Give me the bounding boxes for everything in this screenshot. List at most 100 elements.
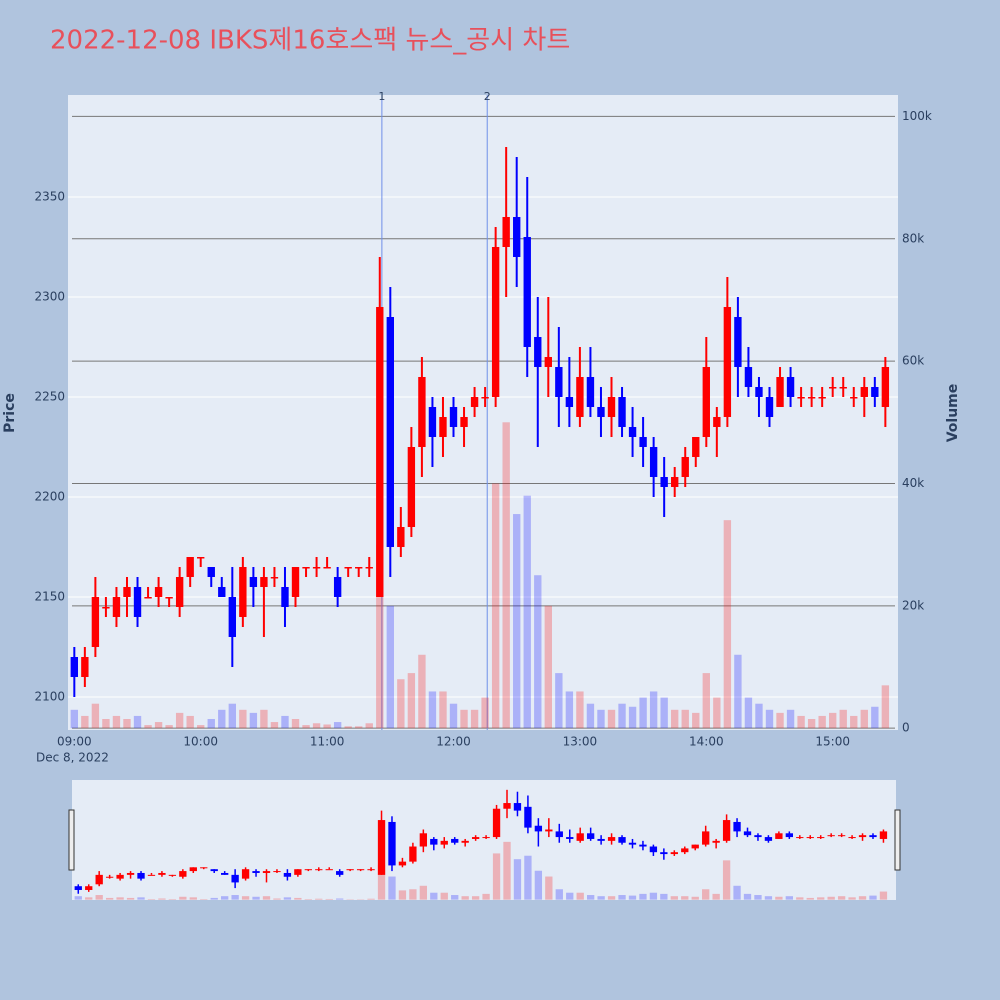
mini-candle-body xyxy=(618,837,626,843)
mini-candle-body xyxy=(95,874,103,885)
mini-volume-bar xyxy=(879,891,888,900)
candle-body xyxy=(649,447,658,477)
candle-body xyxy=(586,377,595,407)
volume-bar xyxy=(439,691,447,729)
mini-candle-body xyxy=(513,803,522,811)
mini-candle-body xyxy=(158,872,166,875)
mini-volume-bar xyxy=(733,885,741,900)
mini-volume-bar xyxy=(492,853,501,900)
candle-body xyxy=(228,597,237,637)
candle-body xyxy=(481,397,489,399)
mini-candle-body xyxy=(524,806,532,828)
volume-bar xyxy=(671,709,679,729)
candle-body xyxy=(660,477,668,487)
volume-bar xyxy=(355,726,363,729)
mini-candle-body xyxy=(639,844,647,847)
mini-candle-body xyxy=(294,869,302,875)
candle-body xyxy=(418,377,426,447)
range-handle[interactable] xyxy=(894,809,901,871)
mini-volume-bar xyxy=(702,889,710,900)
candle-body xyxy=(755,387,763,397)
mini-volume-bar xyxy=(158,898,166,900)
candle-body xyxy=(829,387,837,389)
mini-candle-body xyxy=(545,829,553,832)
mini-candle-body xyxy=(712,840,720,843)
candle-body xyxy=(333,577,342,597)
mini-volume-bar xyxy=(691,896,699,900)
mini-candle-body xyxy=(649,846,658,853)
mini-volume-bar xyxy=(210,897,218,900)
candle-body xyxy=(197,557,205,559)
y-tick-label: 2100 xyxy=(34,690,65,704)
mini-volume-bar xyxy=(576,892,584,900)
y2-tick-label: 0 xyxy=(902,721,910,735)
volume-bar xyxy=(302,725,310,729)
mini-volume-bar xyxy=(607,896,616,900)
mini-candle-body xyxy=(221,872,229,875)
candle-body xyxy=(765,397,774,417)
volume-bar xyxy=(639,697,647,729)
mini-volume-bar xyxy=(660,893,668,900)
volume-bar xyxy=(428,691,437,729)
candle-body xyxy=(523,237,531,347)
candle-body xyxy=(207,567,215,577)
mini-candle-body xyxy=(367,869,375,871)
candle-body xyxy=(576,377,584,417)
mini-volume-bar xyxy=(179,896,187,900)
volume-bar xyxy=(618,703,626,729)
volume-bar xyxy=(765,709,774,729)
candle-body xyxy=(555,367,563,397)
candle-body xyxy=(260,577,268,587)
mini-candle-body xyxy=(837,835,846,837)
x-tick-label: 10:00 xyxy=(183,735,218,749)
mini-volume-bar xyxy=(116,897,124,900)
mini-volume-bar xyxy=(367,898,375,900)
volume-bar xyxy=(607,709,616,729)
candle-body xyxy=(323,567,331,569)
candle-body xyxy=(671,477,679,487)
range-slider xyxy=(72,780,896,900)
mini-volume-bar xyxy=(137,897,145,900)
mini-candle-body xyxy=(315,869,323,871)
volume-bar xyxy=(218,709,226,729)
volume-bar xyxy=(807,718,816,729)
candle-body xyxy=(165,597,173,599)
mini-volume-bar xyxy=(827,896,835,900)
mini-candle-body xyxy=(346,869,354,871)
volume-bar xyxy=(491,483,500,729)
mini-volume-bar xyxy=(628,895,637,900)
candle-body xyxy=(702,367,710,437)
mini-candle-body xyxy=(806,837,814,839)
mini-candle-body xyxy=(440,840,448,845)
volume-bar xyxy=(460,709,468,729)
mini-candle-body xyxy=(702,831,710,845)
mini-volume-bar xyxy=(262,896,271,900)
candle-body xyxy=(312,567,321,569)
volume-bar xyxy=(291,718,300,729)
mini-volume-bar xyxy=(189,897,197,900)
mini-candle-body xyxy=(858,835,867,838)
volume-bar xyxy=(513,514,521,729)
mini-candle-body xyxy=(451,838,459,843)
mini-candle-body xyxy=(785,833,793,838)
volume-bar xyxy=(850,715,858,729)
volume-bar xyxy=(744,697,753,729)
volume-bar xyxy=(776,712,784,729)
mini-candle-body xyxy=(304,869,312,871)
mini-candle-body xyxy=(587,833,595,839)
mini-candle-body xyxy=(137,872,145,879)
candle-body xyxy=(534,337,542,367)
mini-candle-body xyxy=(262,871,271,873)
volume-bar xyxy=(386,605,394,729)
mini-volume-bar xyxy=(534,870,543,900)
date-label: Dec 8, 2022 xyxy=(36,751,109,765)
candle-body xyxy=(123,587,131,597)
candle-body xyxy=(513,217,521,257)
chart-title: 2022-12-08 IBKS제16호스팩 뉴스_공시 차트 xyxy=(50,26,570,56)
range-handle[interactable] xyxy=(68,809,75,871)
mini-candle-body xyxy=(555,831,563,838)
volume-bar xyxy=(344,726,352,729)
mini-candle-body xyxy=(273,871,281,873)
mini-volume-bar xyxy=(869,895,877,900)
